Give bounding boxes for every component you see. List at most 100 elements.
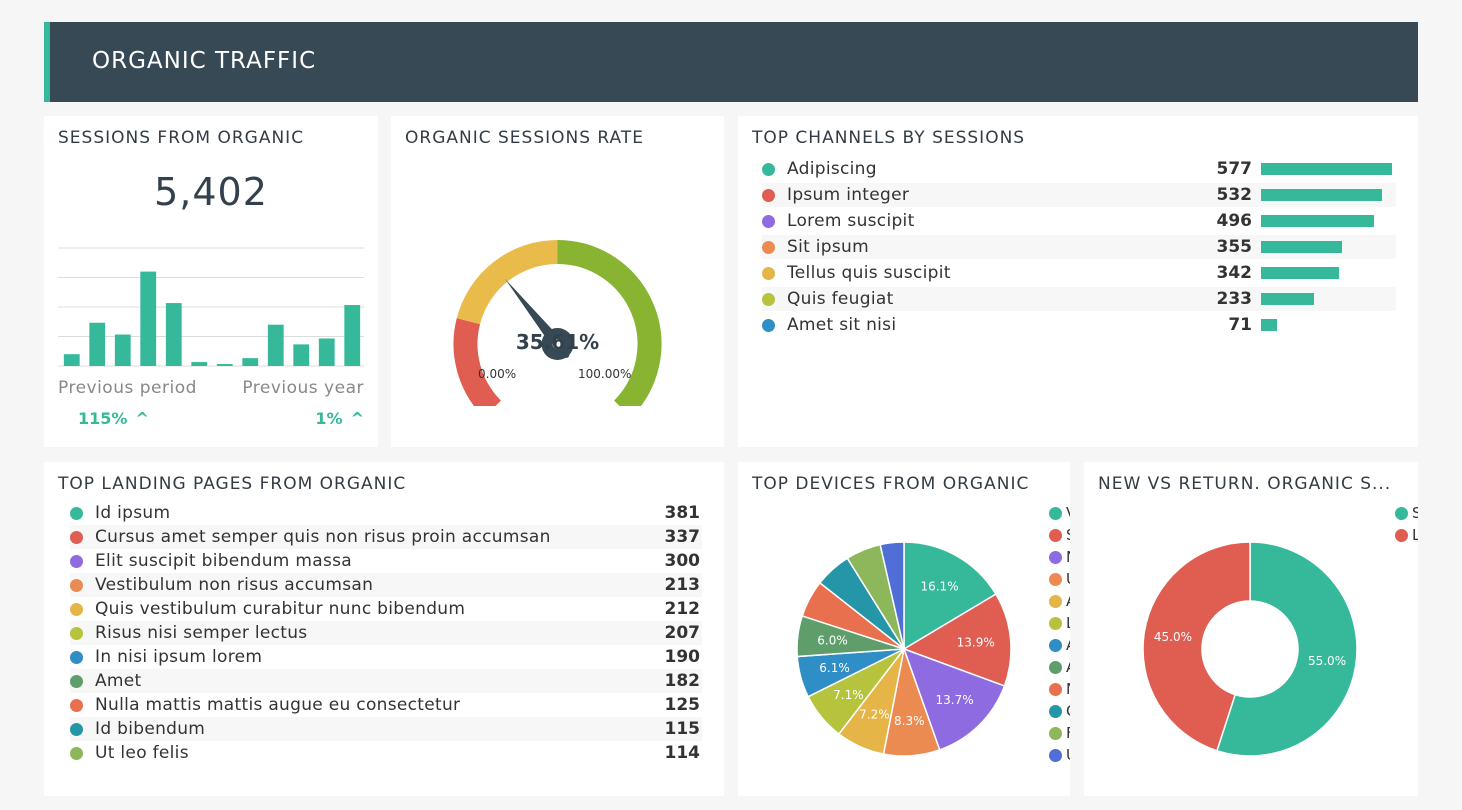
channel-value: 532 (1216, 185, 1253, 205)
legend-item: N (1049, 546, 1070, 568)
landing-value: 212 (664, 599, 701, 619)
legend-dot (1049, 748, 1062, 762)
sessions-title: SESSIONS FROM ORGANIC (58, 128, 305, 148)
chevron-up-icon: ^ (135, 409, 149, 428)
landing-value: 182 (664, 671, 701, 691)
landing-row: Quis vestibulum curabitur nunc bibendum 2… (70, 597, 702, 621)
bar (63, 354, 80, 366)
pie-label: 45.0% (1154, 630, 1192, 644)
landing-row: Cursus amet semper quis non risus proin … (70, 525, 702, 549)
channel-row: Quis feugiat 233 (762, 287, 1396, 311)
gauge-arc-high (557, 240, 662, 406)
legend-item: V (1049, 502, 1070, 524)
pie-label: 16.1% (920, 579, 958, 593)
legend-label: U (1066, 570, 1070, 588)
previous-period-change-value: 115% (78, 409, 128, 428)
channel-bar (1261, 267, 1339, 279)
legend-item: F (1049, 722, 1070, 744)
previous-year-change: 1% ^ (315, 409, 364, 428)
channel-bar (1261, 189, 1382, 201)
legend-item: A (1049, 656, 1070, 678)
landing-card: TOP LANDING PAGES FROM ORGANIC Id ipsum 3… (44, 462, 724, 796)
legend-item: U (1049, 744, 1070, 766)
pie-slice (902, 647, 1006, 751)
landing-name: Risus nisi semper lectus (95, 623, 308, 643)
legend-item: S (1395, 502, 1418, 524)
bar (165, 303, 182, 366)
channel-value: 233 (1216, 289, 1253, 309)
legend-label: A (1066, 592, 1070, 610)
legend-label: A (1066, 658, 1070, 676)
legend-dot (1049, 594, 1062, 608)
channel-value: 342 (1216, 263, 1253, 283)
channel-value: 496 (1216, 211, 1253, 231)
legend-label: L (1412, 526, 1418, 544)
pie-label: 55.0% (1308, 654, 1346, 668)
legend-dot (1395, 506, 1408, 520)
legend-item: A (1049, 634, 1070, 656)
newret-card: NEW VS RETURN. ORGANIC S... 55.0% 45.0% S… (1084, 462, 1418, 796)
landing-name: In nisi ipsum lorem (95, 647, 263, 667)
legend-dot (1049, 704, 1062, 718)
legend-dot (70, 602, 83, 616)
channel-name: Lorem suscipit (787, 211, 915, 231)
landing-row: In nisi ipsum lorem 190 (70, 645, 702, 669)
legend-item: A (1049, 590, 1070, 612)
channel-row: Sit ipsum 355 (762, 235, 1396, 259)
landing-name: Id bibendum (95, 719, 206, 739)
gauge-arc-mid (456, 240, 558, 325)
pie-label: 7.1% (833, 688, 864, 702)
legend-label: S (1066, 526, 1070, 544)
landing-value: 190 (664, 647, 701, 667)
legend-dot (762, 318, 775, 332)
legend-dot (1049, 506, 1062, 520)
channel-row: Ipsum integer 532 (762, 183, 1396, 207)
landing-value: 381 (664, 503, 701, 523)
channel-name: Tellus quis suscipit (787, 263, 951, 283)
landing-name: Nulla mattis mattis augue eu consectetur (95, 695, 461, 715)
legend-label: A (1066, 636, 1070, 654)
landing-title: TOP LANDING PAGES FROM ORGANIC (58, 474, 407, 494)
channels-card: TOP CHANNELS BY SESSIONS Adipiscing 577 Ip… (738, 116, 1418, 447)
landing-row: Nulla mattis mattis augue eu consectetur… (70, 693, 702, 717)
legend-label: U (1066, 746, 1070, 764)
legend-label: F (1066, 724, 1070, 742)
sessions-rate-card: ORGANIC SESSIONS RATE 35.61% 0.00% 100.0… (391, 116, 724, 447)
landing-row: Id ipsum 381 (70, 501, 702, 525)
channel-row: Lorem suscipit 496 (762, 209, 1396, 233)
channel-name: Adipiscing (787, 159, 877, 179)
legend-dot (70, 554, 83, 568)
gauge-arc-low (453, 318, 502, 406)
landing-value: 337 (664, 527, 701, 547)
legend-dot (1049, 682, 1062, 696)
sessions-card: SESSIONS FROM ORGANIC 5,402 Previous per… (44, 116, 378, 447)
landing-name: Vestibulum non risus accumsan (95, 575, 374, 595)
legend-dot (1049, 660, 1062, 674)
bar (140, 271, 157, 366)
previous-period-label: Previous period (58, 378, 197, 398)
landing-value: 125 (664, 695, 701, 715)
legend-dot (762, 266, 775, 280)
newret-title: NEW VS RETURN. ORGANIC S... (1098, 474, 1392, 494)
landing-value: 114 (664, 743, 701, 763)
channel-name: Quis feugiat (787, 289, 894, 309)
bar (242, 358, 259, 366)
bar (267, 324, 284, 366)
legend-dot (1049, 528, 1062, 542)
legend-dot (762, 240, 775, 254)
bar (318, 338, 335, 366)
legend-dot (70, 506, 83, 520)
channel-value: 71 (1228, 315, 1252, 335)
bar (216, 364, 233, 366)
legend-dot (70, 626, 83, 640)
devices-pie-chart: 16.1% 13.9% 13.7% 8.3% 7.2% 7.1% 6.1% 6.0% (796, 541, 1012, 757)
pie-slice (1215, 541, 1358, 757)
legend-label: V (1066, 504, 1070, 522)
devices-legend: VSNUALAANCFU (1049, 502, 1070, 772)
legend-dot (70, 578, 83, 592)
channel-bar (1261, 293, 1314, 305)
pie-label: 13.7% (936, 693, 974, 707)
landing-value: 207 (664, 623, 701, 643)
pie-label: 6.0% (817, 633, 848, 647)
bar (89, 322, 106, 366)
